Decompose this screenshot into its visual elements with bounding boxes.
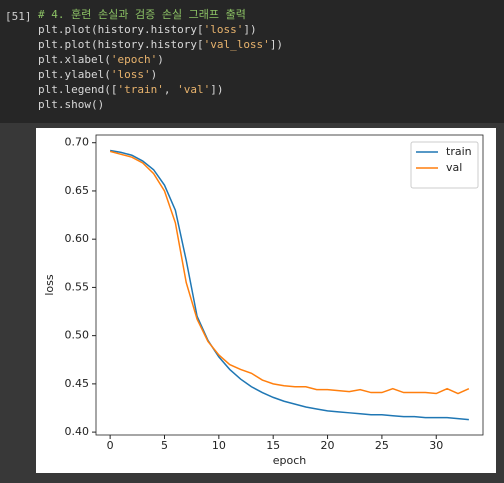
code-token: 'val' [177,83,210,96]
x-tick-label: 0 [107,439,114,452]
code-cell [0,0,504,123]
code-token: # 4. 훈련 손실과 검증 손실 그래프 출력 [38,8,246,21]
code-token: ]) [243,23,256,36]
code-token: ]) [210,83,223,96]
code-line: plt.show() [38,98,104,111]
legend-label: train [446,145,472,158]
legend-box [410,141,479,189]
y-tick-label: 0.40 [65,425,90,438]
code-token: ) [151,68,158,81]
x-tick-label: 20 [321,439,335,452]
y-tick-label: 0.65 [65,184,90,197]
code-line: plt.plot(history.history['val_loss']) [38,38,283,51]
x-tick-label: 15 [266,439,280,452]
x-tick-label: 25 [375,439,389,452]
axes-frame [95,134,484,436]
code-line: # 4. 훈련 손실과 검증 손실 그래프 출력 [38,8,246,21]
code-line: plt.xlabel('epoch') [38,53,164,66]
code-token: 'epoch' [111,53,157,66]
code-line: plt.plot(history.history['loss']) [38,23,257,36]
legend-label: val [446,161,462,174]
code-token: 'loss' [204,23,244,36]
code-token: 'train' [117,83,163,96]
y-axis-label: loss [43,274,56,296]
code-token: ]) [270,38,283,51]
x-axis-label: epoch [273,454,307,467]
code-token: plt.ylabel( [38,68,111,81]
code-token: , [164,83,177,96]
series-line [109,150,470,395]
code-line: plt.ylabel('loss') [38,68,157,81]
y-tick-label: 0.60 [65,232,90,245]
code-token: ) [157,53,164,66]
series-line [109,149,469,421]
cell-prompt: [51] [5,10,32,23]
y-tick-label: 0.70 [65,136,90,149]
code-token: plt.show() [38,98,104,111]
x-tick-label: 5 [161,439,168,452]
code-token: plt.xlabel( [38,53,111,66]
code-line: plt.legend(['train', 'val']) [38,83,223,96]
x-tick-label: 10 [212,439,226,452]
code-token: plt.plot(history.history[ [38,38,204,51]
code-token: plt.legend([ [38,83,117,96]
y-tick-label: 0.50 [65,329,90,342]
x-tick-label: 30 [429,439,443,452]
code-token: plt.plot(history.history[ [38,23,204,36]
code-token: 'loss' [111,68,151,81]
y-tick-label: 0.55 [65,280,90,293]
y-tick-label: 0.45 [65,377,90,390]
code-token: 'val_loss' [204,38,270,51]
